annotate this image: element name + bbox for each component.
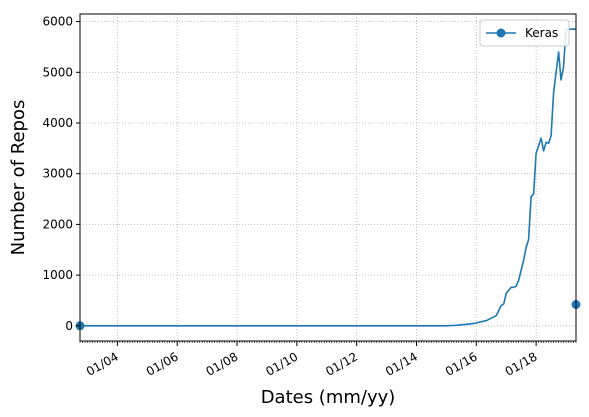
x-tick-label: 01/04 — [84, 349, 121, 378]
x-tick-label: 01/18 — [503, 349, 540, 378]
axes: 0 1000 2000 3000 4000 5000 6000 01/04 01/06 01/08… — [42, 13, 577, 379]
x-tick-label: 01/06 — [144, 349, 181, 378]
plot-frame — [79, 13, 577, 342]
y-tick-label: 4000 — [42, 116, 73, 130]
legend: Keras — [479, 19, 570, 47]
series-layer — [75, 28, 581, 331]
legend-box — [479, 19, 570, 47]
y-tick-label: 2000 — [42, 217, 73, 231]
legend-marker — [496, 28, 506, 38]
y-tick-label: 0 — [65, 319, 73, 333]
y-tick-label: 6000 — [42, 15, 73, 29]
x-tick-label: 01/14 — [383, 349, 420, 378]
x-axis-label: Dates (mm/yy) — [261, 387, 396, 408]
series-line-keras — [80, 28, 576, 327]
x-tick-label: 01/12 — [323, 349, 360, 378]
x-tick-label: 01/08 — [204, 349, 241, 378]
y-axis-label: Number of Repos — [8, 100, 29, 256]
grid — [80, 14, 576, 341]
x-tick-label: 01/10 — [263, 349, 300, 378]
legend-label: Keras — [525, 26, 558, 40]
x-tick-label: 01/16 — [443, 349, 480, 378]
y-tick-label: 3000 — [42, 167, 73, 181]
y-tick-label: 1000 — [42, 268, 73, 282]
y-tick-label: 5000 — [42, 65, 73, 79]
